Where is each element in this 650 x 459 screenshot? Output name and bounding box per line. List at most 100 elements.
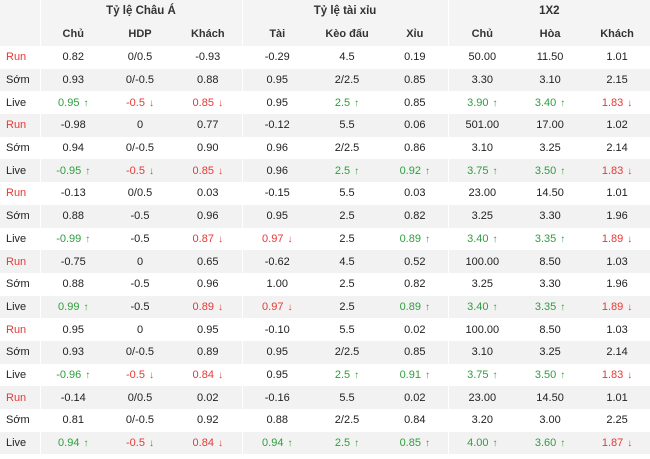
odds-value: 11.50 [536, 51, 564, 64]
odds-cell-1x2-home: 100.00 [447, 250, 517, 273]
odds-value: 0.95 [197, 323, 219, 336]
odds-cell-1x2-draw: 3.30 [516, 273, 584, 296]
odds-cell-ou-line: 2/2.5 [312, 340, 383, 364]
row-label: Sớm [0, 68, 40, 92]
odds-value: 0.92 [399, 164, 421, 177]
group-header-row: Tỷ lệ Châu Á Tỷ lệ tài xỉu 1X2 [0, 0, 650, 22]
odds-cell-ou-over: 0.96 [241, 159, 313, 183]
odds-value: 3.10 [471, 346, 493, 359]
odds-value: 3.25 [471, 278, 493, 291]
arrow-down-icon: ↓ [287, 233, 293, 245]
odds-value: 50.00 [468, 51, 497, 64]
odds-value: 0.97 [262, 300, 284, 313]
odds-value: 3.75 [467, 368, 489, 381]
odds-cell-ou-over: -0.15 [241, 182, 313, 205]
odds-cell-asian-home: 0.95 [39, 318, 106, 341]
odds-cell-1x2-away: 1.83 ↓ [584, 364, 650, 387]
row-label: Sớm [0, 340, 40, 364]
row-label: Live [0, 159, 40, 183]
odds-cell-ou-line: 2.5 [312, 273, 382, 296]
odds-cell-ou-under: 0.06 [382, 114, 449, 137]
odds-value: 0.86 [404, 142, 426, 155]
odds-value: 3.50 [534, 368, 557, 381]
odds-value: 4.5 [339, 51, 355, 64]
odds-value: 0.82 [404, 278, 426, 291]
odds-value: 2/2.5 [334, 142, 360, 155]
odds-row: Sớm 0.88 -0.5 0.96 0.95 2.5 0.82 3.25 3.30 1.96 [0, 204, 650, 228]
row-label: Run [6, 187, 27, 200]
odds-cell-1x2-draw: 8.50 [516, 318, 584, 341]
odds-value: 0.87 [192, 232, 214, 245]
odds-cell-asian-away: 0.02 [174, 386, 243, 409]
odds-value: 2/2.5 [334, 346, 360, 359]
odds-cell-asian-away: -0.93 [174, 46, 242, 69]
odds-value: 2.5 [339, 210, 355, 223]
arrow-down-icon: ↓ [148, 165, 154, 177]
arrow-up-icon: ↑ [354, 97, 360, 109]
odds-cell-ou-under: 0.82 [382, 273, 448, 296]
odds-value: 100.00 [465, 255, 500, 268]
odds-row: Run 0.95 0 0.95 -0.10 5.5 0.02 100.00 8.50 1.03 [0, 318, 650, 341]
row-label: Live [6, 96, 27, 109]
odds-value: 0.88 [62, 278, 84, 291]
odds-value: 1.96 [606, 278, 628, 291]
odds-value: 0/-0.5 [125, 414, 155, 427]
arrow-down-icon: ↓ [217, 97, 223, 109]
odds-value: 3.50 [534, 164, 557, 177]
arrow-up-icon: ↑ [424, 301, 430, 313]
arrow-up-icon: ↑ [83, 438, 89, 450]
arrow-up-icon: ↑ [424, 438, 430, 450]
odds-value: 1.03 [606, 255, 628, 268]
odds-cell-1x2-away: 1.03 [584, 250, 650, 273]
odds-value: 0.89 [399, 300, 421, 313]
odds-row: Run -0.14 0/0.5 0.02 -0.16 5.5 0.02 23.00 14.50 1… [0, 386, 650, 409]
odds-cell-asian-away: 0.88 [174, 68, 243, 92]
odds-cell-asian-hdp: 0 [106, 250, 174, 273]
odds-cell-1x2-away: 1.96 [584, 204, 650, 228]
odds-cell-ou-under: 0.02 [382, 386, 449, 409]
odds-row: Sớm 0.81 0/-0.5 0.92 0.88 2/2.5 0.84 3.20 3.00 2.… [0, 409, 650, 432]
odds-cell-ou-over: 1.00 [241, 272, 313, 296]
odds-cell-asian-hdp: 0/0.5 [106, 182, 174, 205]
odds-value: 501.00 [465, 119, 500, 132]
odds-value: 0.94 [62, 142, 84, 155]
odds-value: 1.01 [606, 391, 628, 404]
odds-cell-1x2-draw: 14.50 [516, 182, 584, 205]
odds-value: 0.95 [266, 368, 288, 381]
arrow-up-icon: ↑ [424, 233, 430, 245]
odds-cell-1x2-away: 1.01 [584, 182, 650, 205]
odds-cell-ou-line: 2.5 [312, 204, 383, 228]
odds-cell-asian-home: -0.99 ↑ [39, 227, 106, 251]
odds-value: 3.20 [471, 414, 493, 427]
odds-cell-asian-away: 0.89 ↓ [174, 295, 243, 319]
odds-value: -0.29 [264, 51, 290, 64]
odds-value: 0 [136, 323, 144, 336]
odds-cell-asian-home: 0.99 ↑ [39, 295, 106, 319]
odds-cell-ou-over: 0.95 [241, 204, 313, 228]
odds-value: 0.85 [192, 164, 214, 177]
odds-value: 8.50 [539, 255, 561, 268]
odds-value: 1.83 [601, 96, 624, 109]
odds-cell-asian-hdp: 0 [106, 114, 174, 137]
odds-value: -0.99 [56, 232, 82, 245]
odds-value: -0.10 [264, 323, 290, 336]
arrow-down-icon: ↓ [217, 369, 223, 381]
odds-row: Run -0.98 0 0.77 -0.12 5.5 0.06 501.00 17.00 1.02 [0, 114, 650, 137]
arrow-up-icon: ↑ [560, 233, 566, 245]
col-header-asian-home: Chủ [39, 22, 106, 46]
odds-cell-1x2-away: 1.01 [584, 46, 650, 69]
arrow-up-icon: ↑ [424, 369, 430, 381]
odds-cell-asian-hdp: 0/-0.5 [106, 340, 174, 364]
odds-cell-1x2-home: 23.00 [447, 386, 517, 409]
odds-value: 0.85 [404, 74, 426, 87]
odds-cell-1x2-home: 3.25 [447, 272, 517, 296]
odds-value: -0.75 [60, 255, 86, 268]
odds-cell-asian-home: 0.94 ↑ [39, 431, 106, 455]
col-header-1x2-home: Chủ [447, 22, 517, 46]
odds-value: 23.00 [468, 187, 497, 200]
odds-value: 14.50 [536, 187, 564, 200]
odds-cell-1x2-away: 1.01 [584, 386, 650, 409]
odds-value: 3.25 [539, 346, 561, 359]
odds-value: 2/2.5 [334, 414, 360, 427]
col-header-asian-away: Khách [174, 22, 243, 46]
